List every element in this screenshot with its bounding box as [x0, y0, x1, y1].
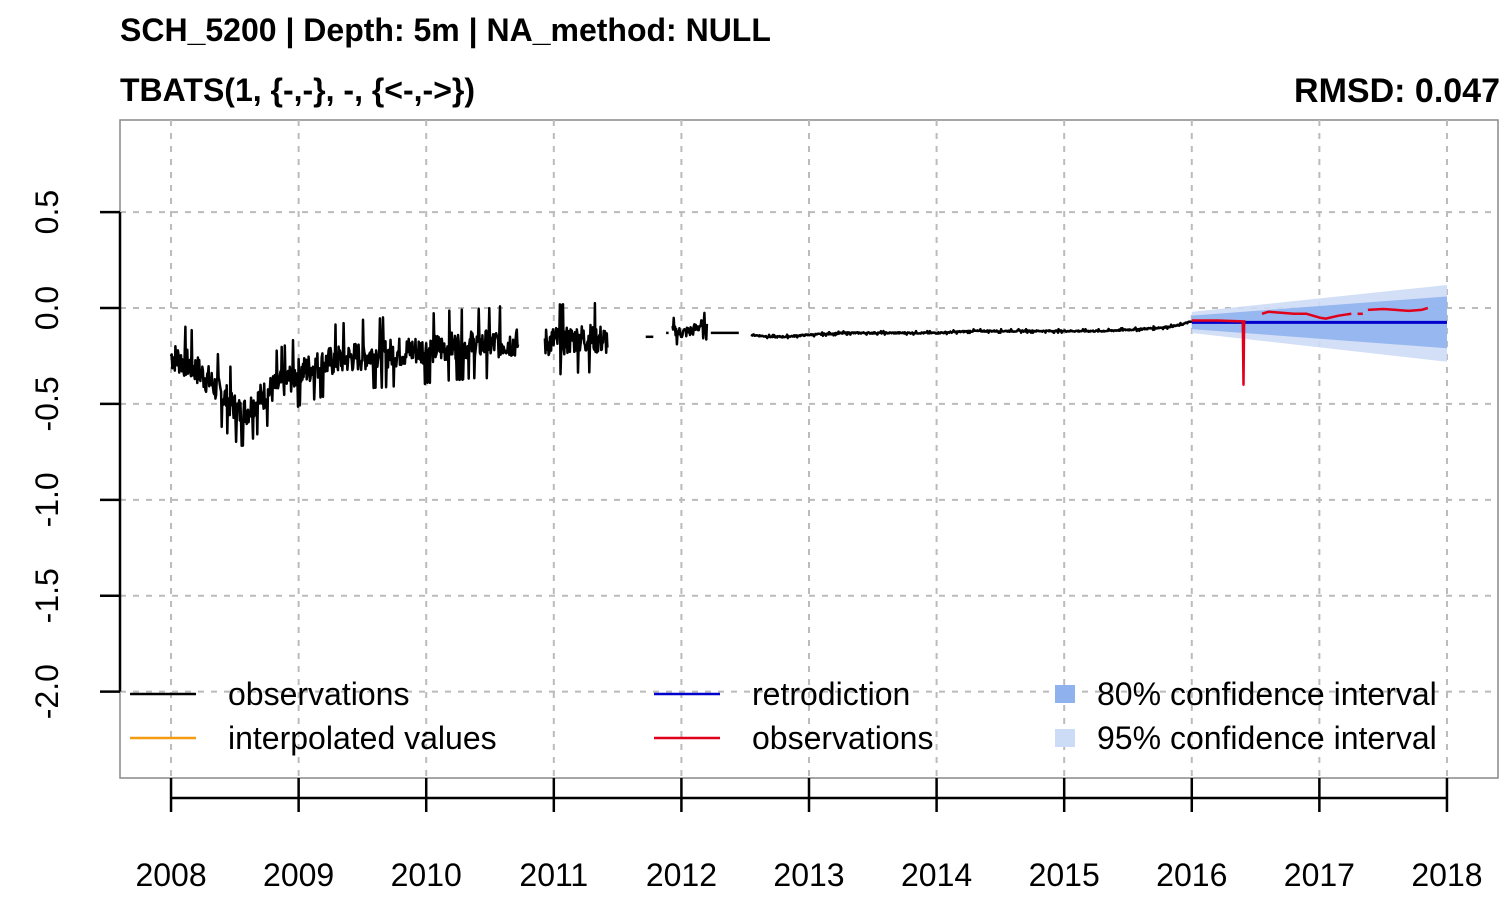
- y-tick-label-2: -1.0: [29, 472, 65, 527]
- series-2-observations-segment-0: [1191, 319, 1246, 386]
- series-0-observations-segment-6: [750, 320, 1193, 340]
- legend-label-2-retrodiction: retrodiction: [752, 676, 910, 712]
- x-tick-label-10: 2018: [1411, 857, 1482, 893]
- x-tick-label-0: 2008: [135, 857, 206, 893]
- legend-key-5-95-confidence-interval: [1055, 729, 1075, 747]
- legend-key-4-80-confidence-interval: [1055, 685, 1075, 703]
- y-tick-label-5: 0.5: [29, 190, 65, 234]
- series-2-observations-segment-1: [1261, 310, 1352, 320]
- series-0-observations-segment-1: [543, 301, 609, 376]
- legend-label-3-observations: observations: [752, 720, 933, 756]
- chart-subtitle: TBATS(1, {-,-}, -, {<-,->}): [120, 72, 475, 108]
- legend: observations interpolated values retrodict…: [130, 676, 1437, 756]
- y-tick-label-3: -0.5: [29, 376, 65, 431]
- rmsd-annotation: RMSD: 0.047: [1294, 72, 1500, 110]
- legend-label-1-interpolated-values: interpolated values: [228, 720, 497, 756]
- y-tick-label-0: -2.0: [29, 664, 65, 719]
- axes: -2.0 -1.5 -1.0 -0.5 0.0 0.5 2008 2009 2010 2011 20…: [29, 190, 1483, 893]
- x-tick-label-9: 2017: [1284, 857, 1355, 893]
- legend-label-0-observations: observations: [228, 676, 409, 712]
- x-tick-label-8: 2016: [1156, 857, 1227, 893]
- chart-title: SCH_5200 | Depth: 5m | NA_method: NULL: [120, 12, 771, 48]
- x-tick-label-2: 2010: [391, 857, 462, 893]
- x-tick-label-3: 2011: [519, 857, 588, 893]
- x-tick-label-6: 2014: [901, 857, 972, 893]
- y-tick-label-4: 0.0: [29, 286, 65, 330]
- x-tick-label-7: 2015: [1029, 857, 1100, 893]
- series-0-observations-segment-4: [671, 311, 709, 346]
- y-tick-label-1: -1.5: [29, 568, 65, 623]
- series-2-observations-segment-3: [1367, 306, 1429, 313]
- series-lines: [169, 301, 1447, 448]
- legend-label-5-95-confidence-interval: 95% confidence interval: [1097, 720, 1437, 756]
- x-tick-label-5: 2013: [773, 857, 844, 893]
- legend-label-4-80-confidence-interval: 80% confidence interval: [1097, 676, 1437, 712]
- x-tick-label-4: 2012: [646, 857, 717, 893]
- series-0-observations-segment-0: [169, 305, 520, 448]
- x-tick-label-1: 2009: [263, 857, 334, 893]
